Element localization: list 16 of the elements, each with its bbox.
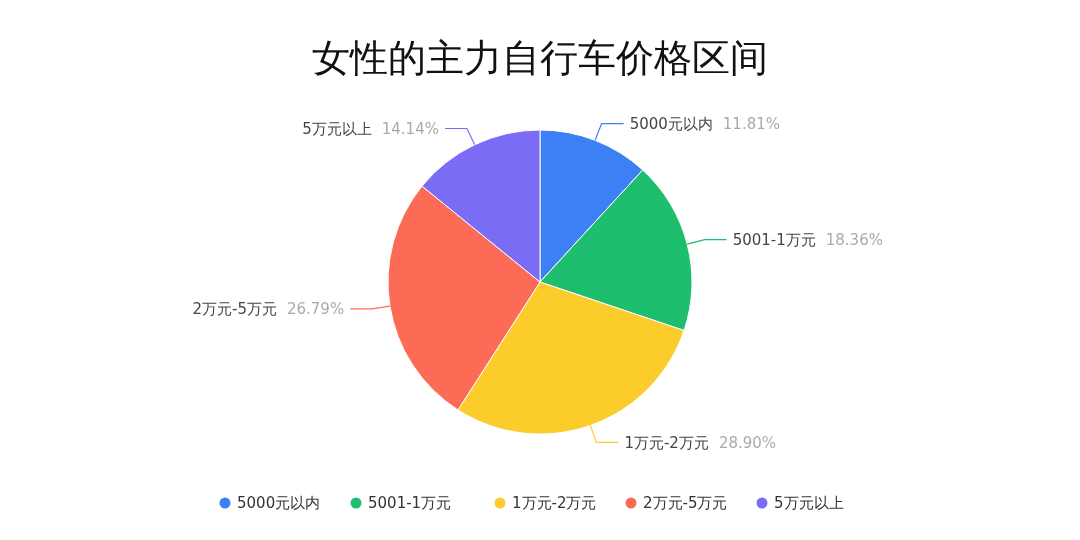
data-label: 28.90% bbox=[718, 433, 777, 452]
chart-title: 女性的主力自行车价格区间 bbox=[312, 35, 768, 80]
legend-label: 2万元-5万元 bbox=[643, 494, 728, 513]
data-label: 14.14% bbox=[381, 119, 439, 138]
slice-label: 5000元以内 bbox=[629, 114, 713, 133]
slice-label: 2万元-5万元 bbox=[192, 300, 277, 319]
legend-label: 5001-1万元 bbox=[368, 494, 452, 513]
data-label: 11.81% bbox=[722, 114, 781, 133]
data-label: 18.36% bbox=[825, 230, 883, 249]
legend-label: 1万元-2万元 bbox=[512, 494, 597, 513]
legend-label: 5000元以内 bbox=[237, 494, 321, 513]
slice-label: 5万元以上 bbox=[302, 119, 372, 138]
slice-label: 1万元-2万元 bbox=[624, 433, 709, 452]
slice-label: 5001-1万元 bbox=[732, 230, 816, 249]
data-label: 26.79% bbox=[286, 300, 345, 319]
legend-label: 5万元以上 bbox=[774, 494, 844, 513]
